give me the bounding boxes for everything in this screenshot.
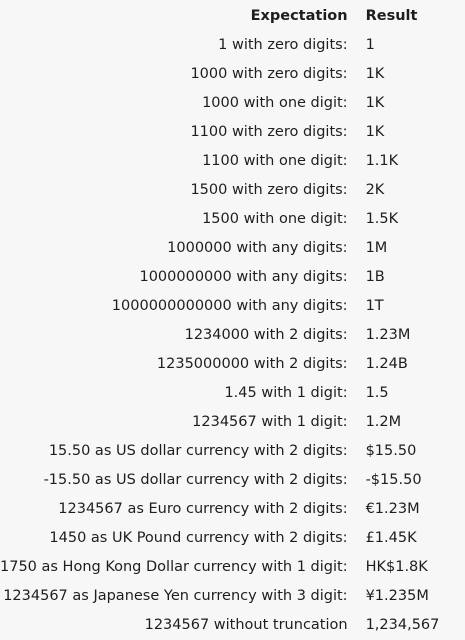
table-row: 1234000 with 2 digits: 1.23M	[0, 320, 439, 349]
result-cell: 1,234,567	[366, 610, 440, 639]
result-cell: 1K	[366, 117, 440, 146]
expectation-cell: 1000 with one digit:	[0, 88, 366, 117]
table-row: 1.45 with 1 digit: 1.5	[0, 378, 439, 407]
table-row: -15.50 as US dollar currency with 2 digi…	[0, 465, 439, 494]
table-row: 1500 with zero digits: 2K	[0, 175, 439, 204]
expectation-column-header: Expectation	[0, 1, 366, 30]
expectation-cell: 1234567 with 1 digit:	[0, 407, 366, 436]
table-row: 1100 with one digit: 1.1K	[0, 146, 439, 175]
table-row: 1234567 as Euro currency with 2 digits: €…	[0, 494, 439, 523]
table-row: 1234567 without truncation 1,234,567	[0, 610, 439, 639]
result-cell: 1.23M	[366, 320, 440, 349]
result-cell: €1.23M	[366, 494, 440, 523]
table-row: 1750 as Hong Kong Dollar currency with 1…	[0, 552, 439, 581]
expectation-cell: 1500 with zero digits:	[0, 175, 366, 204]
expectation-cell: 1000000 with any digits:	[0, 233, 366, 262]
expectation-cell: 1234567 as Euro currency with 2 digits:	[0, 494, 366, 523]
table-row: 1 with zero digits: 1	[0, 30, 439, 59]
expectation-cell: 1750 as Hong Kong Dollar currency with 1…	[0, 552, 366, 581]
table-row: 1000000000000 with any digits: 1T	[0, 291, 439, 320]
result-cell: 1K	[366, 88, 440, 117]
table-row: 1000 with zero digits: 1K	[0, 59, 439, 88]
expectation-cell: 1450 as UK Pound currency with 2 digits:	[0, 523, 366, 552]
result-cell: 1B	[366, 262, 440, 291]
result-cell: 1T	[366, 291, 440, 320]
result-cell: ¥1.235M	[366, 581, 440, 610]
result-cell: 1.5K	[366, 204, 440, 233]
result-cell: 1.5	[366, 378, 440, 407]
expectation-cell: 1100 with zero digits:	[0, 117, 366, 146]
expectation-cell: 1235000000 with 2 digits:	[0, 349, 366, 378]
expectation-cell: 1 with zero digits:	[0, 30, 366, 59]
table-row: 1100 with zero digits: 1K	[0, 117, 439, 146]
table-row: 1235000000 with 2 digits: 1.24B	[0, 349, 439, 378]
table-row: 1000000000 with any digits: 1B	[0, 262, 439, 291]
result-cell: 1M	[366, 233, 440, 262]
result-cell: 1.24B	[366, 349, 440, 378]
result-cell: 1K	[366, 59, 440, 88]
expectation-cell: 1100 with one digit:	[0, 146, 366, 175]
expectation-cell: 1.45 with 1 digit:	[0, 378, 366, 407]
table-row: 1500 with one digit: 1.5K	[0, 204, 439, 233]
table-body: 1 with zero digits: 1 1000 with zero digit…	[0, 30, 439, 639]
table-row: 1000000 with any digits: 1M	[0, 233, 439, 262]
result-cell: 1.2M	[366, 407, 440, 436]
table-row: 15.50 as US dollar currency with 2 digit…	[0, 436, 439, 465]
result-cell: -$15.50	[366, 465, 440, 494]
expectation-cell: -15.50 as US dollar currency with 2 digi…	[0, 465, 366, 494]
result-cell: HK$1.8K	[366, 552, 440, 581]
expectation-cell: 15.50 as US dollar currency with 2 digit…	[0, 436, 366, 465]
result-cell: 2K	[366, 175, 440, 204]
expectation-cell: 1000000000000 with any digits:	[0, 291, 366, 320]
expectation-cell: 1234567 without truncation	[0, 610, 366, 639]
result-cell: 1	[366, 30, 440, 59]
table-row: 1234567 as Japanese Yen currency with 3 …	[0, 581, 439, 610]
result-cell: $15.50	[366, 436, 440, 465]
result-column-header: Result	[366, 1, 440, 30]
result-cell: 1.1K	[366, 146, 440, 175]
table-header-row: Expectation Result	[0, 1, 439, 30]
table-row: 1000 with one digit: 1K	[0, 88, 439, 117]
result-cell: £1.45K	[366, 523, 440, 552]
expectation-cell: 1234000 with 2 digits:	[0, 320, 366, 349]
results-table: Expectation Result 1 with zero digits: 1 1…	[0, 1, 439, 639]
expectation-cell: 1500 with one digit:	[0, 204, 366, 233]
expectation-cell: 1234567 as Japanese Yen currency with 3 …	[0, 581, 366, 610]
expectation-cell: 1000 with zero digits:	[0, 59, 366, 88]
expectation-cell: 1000000000 with any digits:	[0, 262, 366, 291]
table-row: 1234567 with 1 digit: 1.2M	[0, 407, 439, 436]
table-row: 1450 as UK Pound currency with 2 digits:…	[0, 523, 439, 552]
